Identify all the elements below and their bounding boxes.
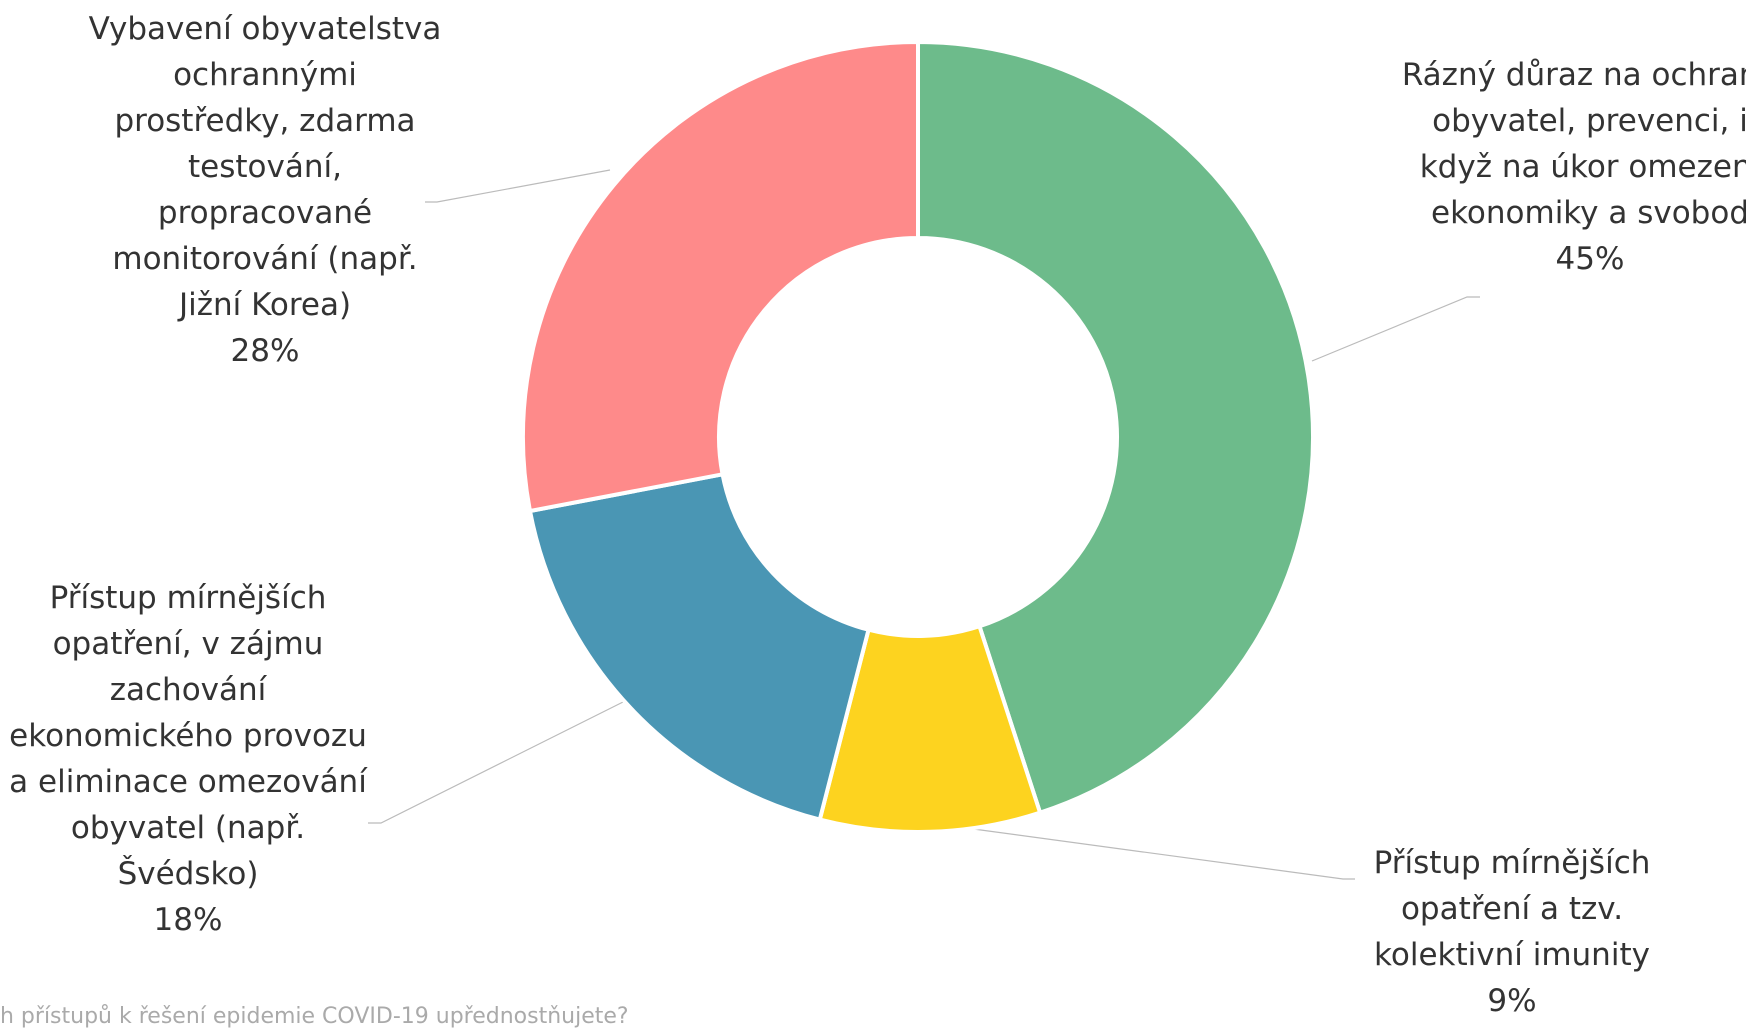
value-label: 28%	[230, 333, 300, 369]
donut-slice	[916, 39, 1315, 816]
category-label: Rázný důraz na ochranu obyvatel, prevenc…	[1401, 57, 1746, 231]
leader-line	[928, 822, 1355, 880]
slice-label: Přístup mírnějších opatření, v zájmu zac…	[3, 575, 373, 943]
value-label: 18%	[153, 902, 223, 938]
donut-slice	[521, 39, 920, 514]
category-label: Přístup mírnějších opatření a tzv. kolek…	[1373, 845, 1651, 973]
value-label: 45%	[1555, 241, 1625, 277]
leader-line	[425, 169, 611, 203]
slice-label: Přístup mírnějších opatření a tzv. kolek…	[1347, 840, 1677, 1024]
category-label: Přístup mírnějších opatření, v zájmu zac…	[9, 580, 367, 892]
donut-slice	[527, 471, 871, 823]
caption: h přístupů k řešení epidemie COVID-19 up…	[0, 1004, 629, 1029]
leader-line	[368, 699, 628, 824]
category-label: Vybavení obyvatelstva ochrannými prostře…	[88, 11, 442, 323]
slice-label: Rázný důraz na ochranu obyvatel, prevenc…	[1400, 52, 1746, 282]
leader-line	[1311, 296, 1480, 362]
value-label: 9%	[1487, 983, 1537, 1019]
slice-label: Vybavení obyvatelstva ochrannými prostře…	[85, 6, 445, 374]
